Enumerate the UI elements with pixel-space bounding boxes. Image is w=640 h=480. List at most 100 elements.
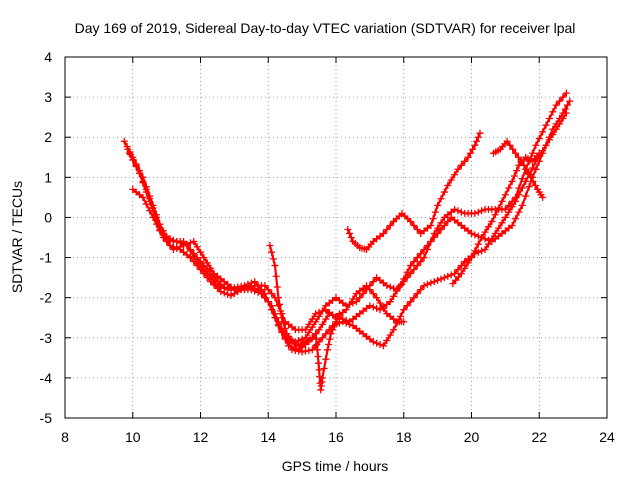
data-point: [491, 229, 499, 237]
data-point: [518, 184, 526, 192]
data-point: [420, 254, 428, 262]
data-point: [136, 169, 144, 177]
data-point: [545, 136, 553, 144]
grid-lines: [65, 57, 607, 418]
data-point: [481, 235, 489, 243]
data-point: [326, 335, 334, 343]
data-point: [451, 270, 459, 278]
data-point: [532, 141, 540, 149]
data-point: [431, 208, 439, 216]
data-point: [481, 228, 489, 236]
data-point: [281, 324, 289, 332]
data-point: [346, 320, 354, 328]
data-point: [279, 319, 287, 327]
data-point: [440, 221, 448, 229]
data-point: [434, 229, 442, 237]
data-point: [193, 243, 201, 251]
data-point: [474, 248, 482, 256]
data-point: [466, 149, 474, 157]
data-point: [403, 302, 411, 310]
data-point: [288, 346, 296, 354]
data-point: [559, 93, 567, 101]
data-point: [457, 270, 465, 278]
data-point: [451, 205, 459, 213]
data-point: [549, 131, 557, 139]
data-point: [512, 215, 520, 223]
data-point: [383, 336, 391, 344]
x-axis-label: GPS time / hours: [282, 458, 389, 474]
data-point: [325, 340, 333, 348]
data-point: [318, 307, 326, 315]
data-point: [468, 254, 475, 262]
data-point: [447, 271, 455, 279]
data-point: [347, 234, 355, 241]
data-point: [437, 275, 445, 283]
data-point: [203, 259, 211, 267]
data-point: [268, 248, 276, 256]
data-point: [302, 347, 310, 355]
data-point: [315, 326, 323, 334]
data-point: [268, 302, 276, 310]
data-point: [444, 217, 452, 225]
data-point: [369, 290, 377, 298]
data-point: [542, 141, 550, 149]
data-point: [562, 89, 570, 97]
data-point: [207, 278, 215, 286]
data-point: [314, 352, 322, 360]
data-point: [434, 201, 442, 209]
series-track-9: [490, 137, 547, 201]
data-point: [396, 282, 404, 290]
data-point: [268, 290, 276, 298]
data-point: [335, 310, 343, 318]
data-point: [413, 290, 421, 298]
data-point: [320, 365, 328, 373]
data-point: [461, 264, 469, 272]
data-point: [410, 221, 418, 229]
data-point: [430, 234, 438, 241]
chart-title: Day 169 of 2019, Sidereal Day-to-day VTE…: [75, 20, 576, 36]
data-point: [525, 183, 533, 191]
data-point: [566, 97, 574, 105]
data-point: [522, 192, 530, 200]
data-point: [515, 191, 523, 199]
data-point: [383, 225, 391, 233]
data-point: [257, 290, 265, 298]
data-series: [120, 89, 574, 394]
data-point: [488, 217, 496, 225]
data-point: [498, 197, 506, 205]
x-tick-label: 12: [193, 429, 209, 445]
data-point: [518, 201, 526, 209]
data-point: [190, 258, 198, 266]
data-point: [481, 246, 489, 254]
data-point: [513, 167, 521, 175]
data-point: [241, 286, 249, 294]
data-point: [271, 310, 279, 318]
data-point: [517, 157, 525, 165]
data-point: [166, 242, 174, 250]
data-point: [478, 247, 486, 255]
data-point: [498, 219, 506, 227]
data-point: [269, 255, 277, 263]
data-point: [529, 177, 537, 185]
data-point: [203, 274, 211, 282]
y-tick-labels: -5 -4 -3 -2 -1 0 1 2 3 4: [40, 49, 53, 426]
data-point: [503, 137, 511, 145]
data-point: [552, 101, 560, 109]
y-tick-label: -2: [40, 290, 53, 306]
series-track-3: [125, 109, 570, 356]
data-point: [277, 307, 285, 315]
y-tick-label: 1: [44, 169, 52, 185]
data-point: [318, 320, 326, 328]
data-point: [444, 181, 452, 189]
data-point: [434, 276, 442, 284]
data-point: [273, 283, 281, 291]
data-point: [217, 288, 225, 296]
data-point: [200, 254, 208, 262]
data-point: [478, 207, 486, 215]
data-point: [335, 319, 343, 327]
series-track-6: [312, 310, 343, 394]
data-point: [495, 204, 503, 212]
data-point: [330, 322, 338, 330]
data-point: [261, 282, 269, 290]
x-tick-label: 24: [599, 429, 615, 445]
